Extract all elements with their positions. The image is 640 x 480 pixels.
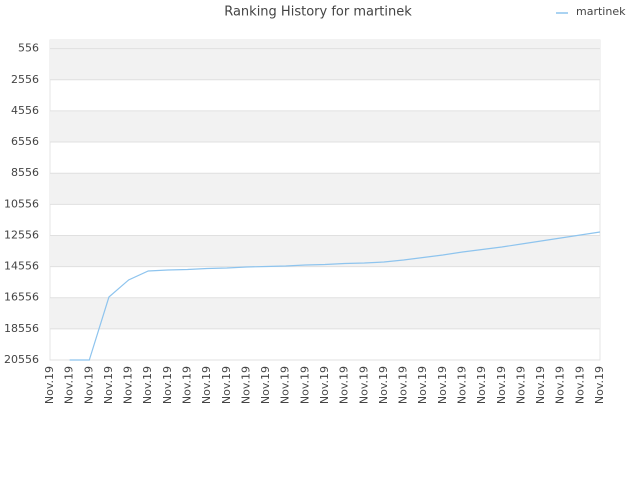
x-tick-label: Nov.19	[63, 366, 76, 404]
x-tick-label: Nov.19	[456, 366, 469, 404]
x-tick-label: Nov.19	[102, 366, 115, 404]
plot-band	[50, 48, 600, 80]
plot-band	[50, 235, 600, 267]
x-tick-label: Nov.19	[298, 366, 311, 404]
x-tick-label: Nov.19	[181, 366, 194, 404]
line-series	[69, 231, 601, 361]
x-tick-label: Nov.19	[593, 366, 606, 404]
x-tick-label: Nov.19	[554, 366, 567, 404]
x-tick-label: Nov.19	[279, 366, 292, 404]
y-tick-label: 8556	[11, 166, 39, 179]
plot-band	[50, 297, 600, 329]
x-tick-label: Nov.19	[200, 366, 213, 404]
y-tick-label: 20556	[4, 353, 39, 366]
x-tick-label: Nov.19	[573, 366, 586, 404]
x-tick-label: Nov.19	[43, 366, 56, 404]
y-tick-label: 16556	[4, 291, 39, 304]
x-tick-label: Nov.19	[495, 366, 508, 404]
x-tick-label: Nov.19	[377, 366, 390, 404]
y-tick-label: 18556	[4, 322, 39, 335]
y-tick-label: 556	[18, 42, 39, 55]
x-tick-label: Nov.19	[122, 366, 135, 404]
x-tick-label: Nov.19	[318, 366, 331, 404]
x-tick-label: Nov.19	[475, 366, 488, 404]
x-tick-label: Nov.19	[436, 366, 449, 404]
x-tick-label: Nov.19	[534, 366, 547, 404]
y-tick-label: 4556	[11, 104, 39, 117]
x-tick-label: Nov.19	[220, 366, 233, 404]
y-tick-label: 10556	[4, 197, 39, 210]
chart-title: Ranking History for martinek	[224, 5, 412, 20]
x-tick-label: Nov.19	[338, 366, 351, 404]
x-tick-label: Nov.19	[82, 366, 95, 404]
x-tick-label: Nov.19	[259, 366, 272, 404]
x-tick-label: Nov.19	[397, 366, 410, 404]
y-tick-label: 12556	[4, 228, 39, 241]
x-tick-label: Nov.19	[239, 366, 252, 404]
x-tick-label: Nov.19	[161, 366, 174, 404]
x-tick-label: Nov.19	[141, 366, 154, 404]
y-tick-label: 14556	[4, 260, 39, 273]
x-tick-label: Nov.19	[514, 366, 527, 404]
legend-label: martinek	[576, 5, 626, 18]
plot-band	[50, 173, 600, 205]
x-tick-label: Nov.19	[416, 366, 429, 404]
y-tick-label: 2556	[11, 73, 39, 86]
plot-band	[50, 40, 600, 49]
x-tick-label: Nov.19	[357, 366, 370, 404]
plot-band	[50, 110, 600, 143]
y-tick-label: 6556	[11, 135, 39, 148]
